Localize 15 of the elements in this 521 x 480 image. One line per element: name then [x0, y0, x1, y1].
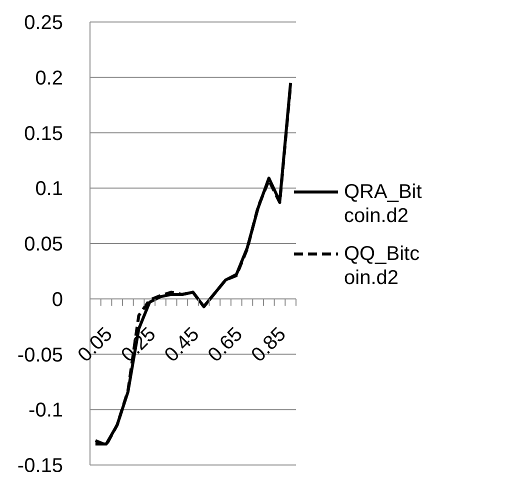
x-tick-label: 0.05 — [74, 323, 117, 366]
y-tick-label: 0.05 — [24, 234, 63, 256]
y-tick-label: 0.25 — [24, 12, 63, 34]
y-tick-label: -0.15 — [17, 455, 63, 478]
x-tick-label: 0.65 — [204, 323, 248, 366]
y-tick-label: 0.1 — [35, 178, 63, 200]
y-tick-label: 0.2 — [35, 67, 63, 90]
x-tick-label: 0.85 — [247, 323, 290, 366]
y-tick-label: -0.05 — [17, 344, 63, 366]
legend-label: QQ_Bitcoin.d2 — [344, 242, 421, 290]
y-tick-label: 0.15 — [24, 122, 63, 145]
y-tick-label: 0 — [52, 288, 63, 311]
y-tick-label: -0.1 — [28, 400, 63, 422]
x-tick-label: 0.45 — [160, 323, 204, 366]
legend-label: QRA_Bitcoin.d2 — [344, 180, 423, 228]
